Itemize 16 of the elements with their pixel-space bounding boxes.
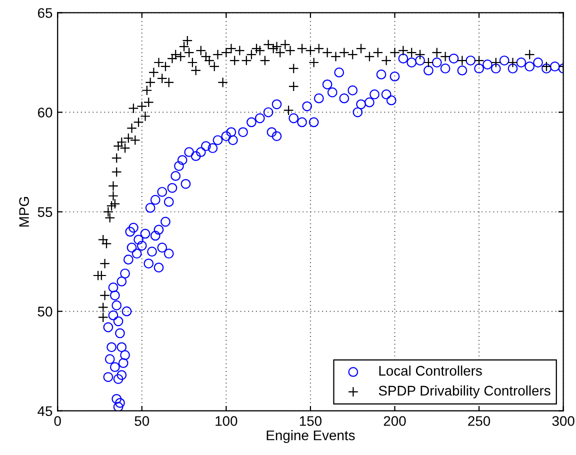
legend-label: Local Controllers (379, 366, 482, 376)
x-tick-label: 250 (468, 416, 490, 426)
x-tick-label: 300 (552, 416, 574, 426)
y-tick-label: 55 (38, 207, 52, 217)
y-tick-label: 45 (38, 406, 52, 416)
x-tick-label: 150 (300, 416, 322, 426)
x-tick-label: 100 (216, 416, 238, 426)
x-tick-label: 200 (384, 416, 406, 426)
x-tick-label: 0 (54, 416, 61, 426)
y-tick-label: 50 (38, 306, 52, 317)
x-tick-label: 50 (134, 416, 150, 426)
x-axis-title: Engine Events (266, 430, 355, 444)
y-tick-label: 65 (38, 8, 52, 18)
y-axis-title: MPG (19, 197, 29, 226)
legend-label: SPDP Drivability Controllers (378, 385, 550, 398)
y-tick-label: 60 (38, 108, 52, 118)
